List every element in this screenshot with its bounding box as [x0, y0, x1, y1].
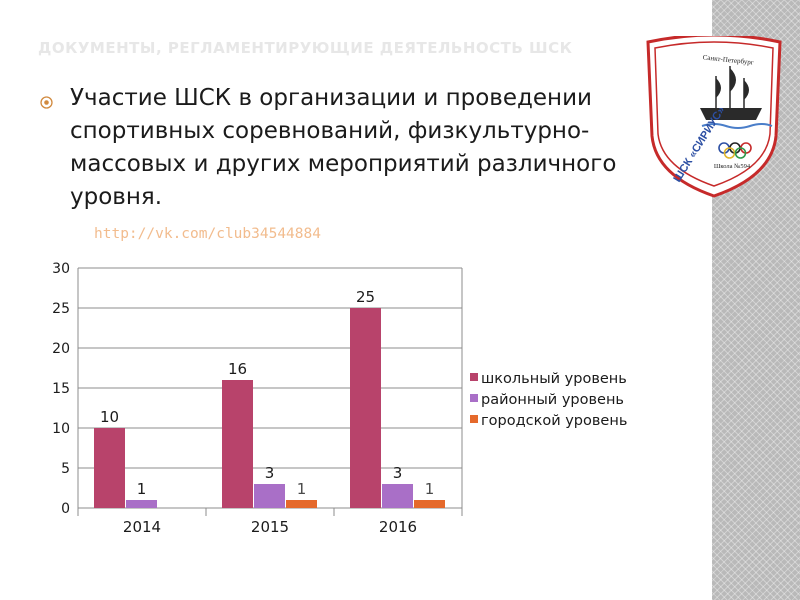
bar — [350, 308, 381, 508]
data-label: 3 — [393, 464, 403, 482]
y-tick-label: 10 — [52, 421, 70, 437]
legend-label: городской уровень — [481, 413, 627, 429]
y-tick-label: 20 — [52, 341, 70, 357]
circle-bullet-icon — [40, 96, 53, 109]
bar — [382, 484, 413, 508]
club-emblem-icon: Санкт-Петербург ШСК «СИРИУС» Школа №594 — [646, 36, 782, 198]
legend-swatch — [470, 373, 478, 381]
x-tick-label: 2015 — [251, 518, 289, 536]
legend-label: школьный уровень — [481, 371, 627, 387]
x-tick-label: 2016 — [379, 518, 417, 536]
data-label: 16 — [228, 360, 247, 378]
data-label: 10 — [100, 408, 119, 426]
data-label: 1 — [425, 480, 435, 498]
bullet-text: Участие ШСК в организации и проведении с… — [70, 85, 617, 210]
x-tick-label: 2014 — [123, 518, 161, 536]
legend-swatch — [470, 394, 478, 402]
y-tick-label: 25 — [52, 301, 70, 317]
y-tick-label: 0 — [61, 501, 70, 517]
bar — [254, 484, 285, 508]
data-label: 1 — [137, 480, 147, 498]
y-tick-label: 5 — [61, 461, 70, 477]
legend-swatch — [470, 415, 478, 423]
bar — [126, 500, 157, 508]
y-tick-label: 30 — [52, 261, 70, 277]
bar — [414, 500, 445, 508]
slide-title: ДОКУМЕНТЫ, РЕГЛАМЕНТИРУЮЩИЕ ДЕЯТЕЛЬНОСТЬ… — [38, 39, 573, 57]
y-tick-label: 15 — [52, 381, 70, 397]
vk-link[interactable]: http://vk.com/club34544884 — [94, 226, 321, 242]
data-label: 1 — [297, 480, 307, 498]
logo-bottom-text: Школа №594 — [714, 163, 751, 170]
bar-chart: 0 5 10 15 20 25 30 10 1 2014 16 3 1 2015 25 3 1 2016 школь… — [52, 261, 627, 536]
data-label: 3 — [265, 464, 275, 482]
olympic-rings-icon — [718, 142, 752, 159]
bar — [286, 500, 317, 508]
bar — [94, 428, 125, 508]
bar — [222, 380, 253, 508]
data-label: 25 — [356, 288, 375, 306]
legend-label: районный уровень — [481, 392, 624, 408]
